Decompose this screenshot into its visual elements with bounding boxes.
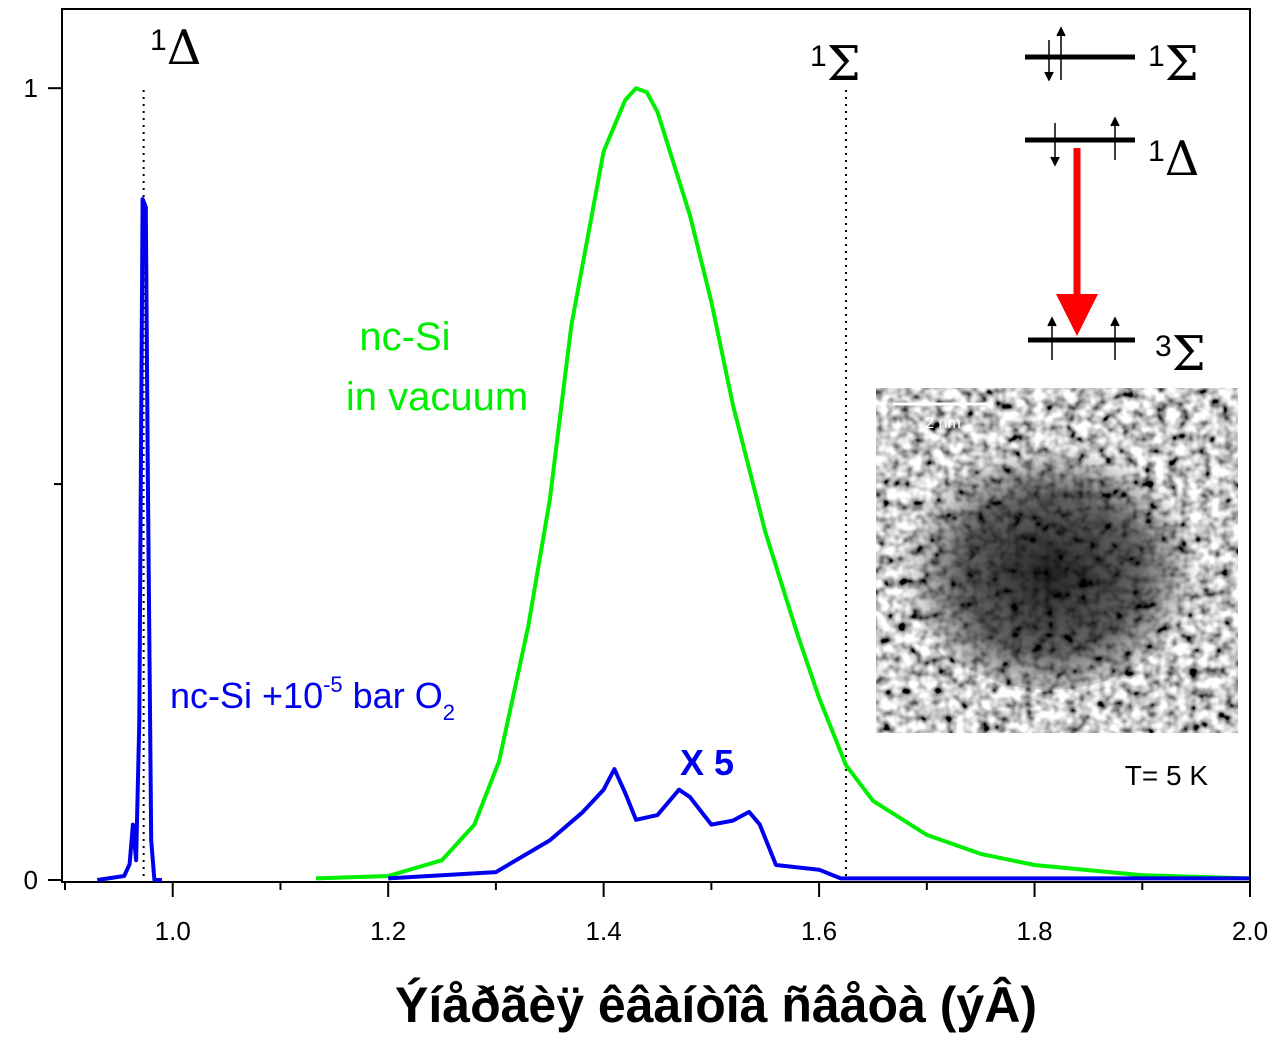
symbol: Σ (1172, 326, 1206, 382)
energy-diagram: 1Σ 1Δ 3Σ (1025, 26, 1206, 382)
y-tick-label: 1 (24, 73, 38, 103)
level-label: 1Σ (1148, 36, 1199, 92)
x-tick-label: 2.0 (1232, 916, 1268, 946)
oxygen-label: nc-Si +10-5 bar O2 (170, 672, 455, 725)
sup: 3 (1155, 330, 1172, 363)
plot-frame (61, 8, 1251, 883)
sup: 1 (1148, 135, 1165, 168)
symbol: Σ (1165, 36, 1199, 92)
sup: 1 (1148, 40, 1165, 73)
delta-label: 1Δ (150, 20, 201, 76)
y-tick-label: 0 (24, 865, 38, 895)
tem-inset: 2 nm (876, 388, 1238, 733)
sup: 1 (150, 24, 167, 57)
level-label: 1Δ (1148, 131, 1199, 187)
symbol: Δ (167, 20, 202, 76)
sup: -5 (323, 672, 343, 697)
nanocrystal (900, 430, 1200, 690)
symbol: Σ (827, 36, 861, 92)
x-axis-label: Ýíåðãèÿ êâàíòîâ ñâåòà (ýÂ) (395, 977, 1037, 1033)
x-tick-label: 1.0 (155, 916, 191, 946)
sub: 2 (443, 700, 455, 725)
lines (97, 86, 1251, 882)
x-tick-label: 1.2 (370, 916, 406, 946)
ticks: 1.0 1.2 1.4 1.6 1.8 2.0 0 1 (24, 73, 1269, 946)
x-tick-label: 1.4 (586, 916, 622, 946)
vacuum-label: nc-Si (359, 315, 450, 359)
spins (1044, 26, 1120, 360)
x-tick-label: 1.8 (1016, 916, 1052, 946)
scale-label: X 5 (680, 742, 734, 783)
sigma-label: 1Σ (810, 36, 861, 92)
sup: 1 (810, 40, 827, 73)
text: bar O (343, 675, 443, 716)
text: nc-Si +10 (170, 675, 323, 716)
vacuum-label: in vacuum (346, 375, 528, 419)
temperature-label: T= 5 K (1125, 760, 1209, 791)
series-line (97, 197, 1250, 882)
symbol: Δ (1165, 131, 1200, 187)
level-label: 3Σ (1155, 326, 1206, 382)
series-line (315, 86, 1251, 881)
scale-bar-label: 2 nm (925, 415, 961, 432)
x-tick-label: 1.6 (801, 916, 837, 946)
